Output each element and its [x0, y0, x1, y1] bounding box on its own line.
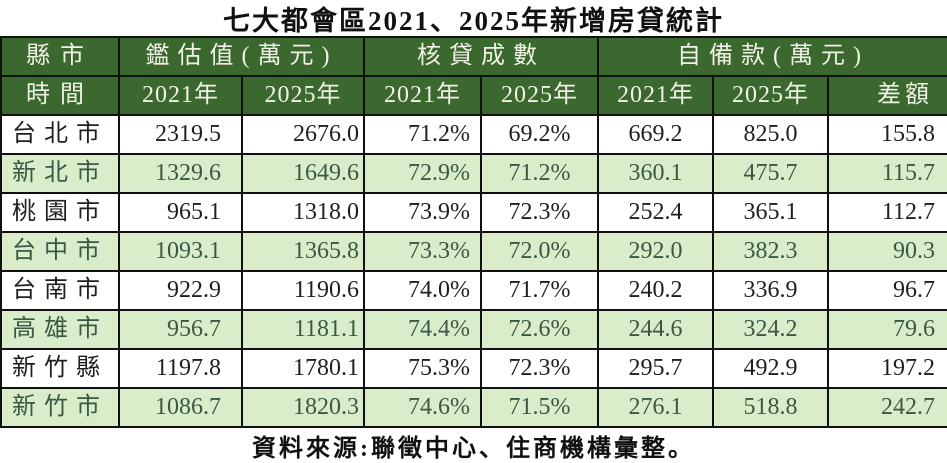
cell: 72.0%: [480, 231, 600, 272]
cell: 965.1: [118, 192, 243, 233]
cell: 1086.7: [118, 387, 243, 428]
cell: 155.8: [827, 114, 947, 155]
cell: 75.3%: [363, 348, 483, 389]
cell: 292.0: [597, 231, 715, 272]
cell: 492.9: [712, 348, 830, 389]
header-group-row: 縣市 鑑估值(萬元) 核貸成數 自備款(萬元): [0, 36, 947, 77]
cell: 295.7: [597, 348, 715, 389]
table-row-kaohsiung: 高雄市 956.7 1181.1 74.4% 72.6% 244.6 324.2…: [0, 309, 947, 350]
cell: 1318.0: [240, 192, 366, 233]
cell: 73.9%: [363, 192, 483, 233]
page-title: 七大都會區2021、2025年新增房貸統計: [223, 5, 724, 36]
cell: 72.3%: [480, 348, 600, 389]
cell: 365.1: [712, 192, 830, 233]
city-cell: 桃園市: [0, 192, 120, 233]
cell: 197.2: [827, 348, 947, 389]
header-group-down-payment: 自備款(萬元): [597, 36, 947, 77]
cell: 1820.3: [240, 387, 366, 428]
cell: 956.7: [118, 309, 243, 350]
table-row-new-taipei: 新北市 1329.6 1649.6 72.9% 71.2% 360.1 475.…: [0, 153, 947, 194]
cell: 72.6%: [480, 309, 600, 350]
cell: 74.0%: [363, 270, 483, 311]
header-county: 縣市: [0, 36, 120, 77]
cell: 96.7: [827, 270, 947, 311]
table-header: 縣市 鑑估值(萬元) 核貸成數 自備款(萬元) 時間 2021年 2025年 2…: [0, 36, 947, 116]
city-cell: 新竹縣: [0, 348, 120, 389]
cell: 90.3: [827, 231, 947, 272]
cell: 69.2%: [480, 114, 600, 155]
table-body: 台北市 2319.5 2676.0 71.2% 69.2% 669.2 825.…: [0, 114, 947, 428]
header-downpay-2025: 2025年: [712, 75, 830, 116]
cell: 1181.1: [240, 309, 366, 350]
cell: 71.5%: [480, 387, 600, 428]
cell: 240.2: [597, 270, 715, 311]
header-ratio-2025: 2025年: [480, 75, 600, 116]
cell: 71.2%: [480, 153, 600, 194]
cell: 71.2%: [363, 114, 483, 155]
table-row-taipei: 台北市 2319.5 2676.0 71.2% 69.2% 669.2 825.…: [0, 114, 947, 155]
city-cell: 台南市: [0, 270, 120, 311]
cell: 360.1: [597, 153, 715, 194]
cell: 518.8: [712, 387, 830, 428]
table-row-hsinchu-county: 新竹縣 1197.8 1780.1 75.3% 72.3% 295.7 492.…: [0, 348, 947, 389]
cell: 1093.1: [118, 231, 243, 272]
cell: 336.9: [712, 270, 830, 311]
cell: 324.2: [712, 309, 830, 350]
cell: 1329.6: [118, 153, 243, 194]
cell: 242.7: [827, 387, 947, 428]
cell: 112.7: [827, 192, 947, 233]
cell: 74.6%: [363, 387, 483, 428]
cell: 1365.8: [240, 231, 366, 272]
cell: 73.3%: [363, 231, 483, 272]
header-group-loan-ratio: 核貸成數: [363, 36, 600, 77]
city-cell: 新北市: [0, 153, 120, 194]
cell: 2676.0: [240, 114, 366, 155]
mortgage-stats-table: 縣市 鑑估值(萬元) 核貸成數 自備款(萬元) 時間 2021年 2025年 2…: [0, 36, 947, 428]
header-downpay-2021: 2021年: [597, 75, 715, 116]
cell: 669.2: [597, 114, 715, 155]
source-note: 資料來源:聯徵中心、住商機構彙整。: [252, 436, 695, 462]
table-row-taoyuan: 桃園市 965.1 1318.0 73.9% 72.3% 252.4 365.1…: [0, 192, 947, 233]
city-cell: 高雄市: [0, 309, 120, 350]
cell: 72.3%: [480, 192, 600, 233]
city-cell: 台中市: [0, 231, 120, 272]
cell: 922.9: [118, 270, 243, 311]
cell: 276.1: [597, 387, 715, 428]
cell: 115.7: [827, 153, 947, 194]
table-row-taichung: 台中市 1093.1 1365.8 73.3% 72.0% 292.0 382.…: [0, 231, 947, 272]
cell: 74.4%: [363, 309, 483, 350]
cell: 1780.1: [240, 348, 366, 389]
header-appraisal-2025: 2025年: [240, 75, 366, 116]
cell: 252.4: [597, 192, 715, 233]
header-year-row: 時間 2021年 2025年 2021年 2025年 2021年 2025年 差…: [0, 75, 947, 116]
city-cell: 台北市: [0, 114, 120, 155]
cell: 1190.6: [240, 270, 366, 311]
header-ratio-2021: 2021年: [363, 75, 483, 116]
header-group-appraisal: 鑑估值(萬元): [117, 36, 366, 77]
header-time: 時間: [0, 75, 120, 116]
cell: 382.3: [712, 231, 830, 272]
cell: 2319.5: [118, 114, 243, 155]
table-row-hsinchu-city: 新竹市 1086.7 1820.3 74.6% 71.5% 276.1 518.…: [0, 387, 947, 428]
cell: 244.6: [597, 309, 715, 350]
cell: 72.9%: [363, 153, 483, 194]
mortgage-stats-infographic: 七大都會區2021、2025年新增房貸統計 縣市 鑑估值(萬元) 核貸成數 自備…: [0, 5, 947, 462]
cell: 71.7%: [480, 270, 600, 311]
cell: 825.0: [712, 114, 830, 155]
city-cell: 新竹市: [0, 387, 120, 428]
header-appraisal-2021: 2021年: [118, 75, 243, 116]
table-row-tainan: 台南市 922.9 1190.6 74.0% 71.7% 240.2 336.9…: [0, 270, 947, 311]
cell: 475.7: [712, 153, 830, 194]
cell: 79.6: [827, 309, 947, 350]
cell: 1649.6: [240, 153, 366, 194]
header-difference: 差額: [827, 75, 947, 116]
cell: 1197.8: [118, 348, 243, 389]
